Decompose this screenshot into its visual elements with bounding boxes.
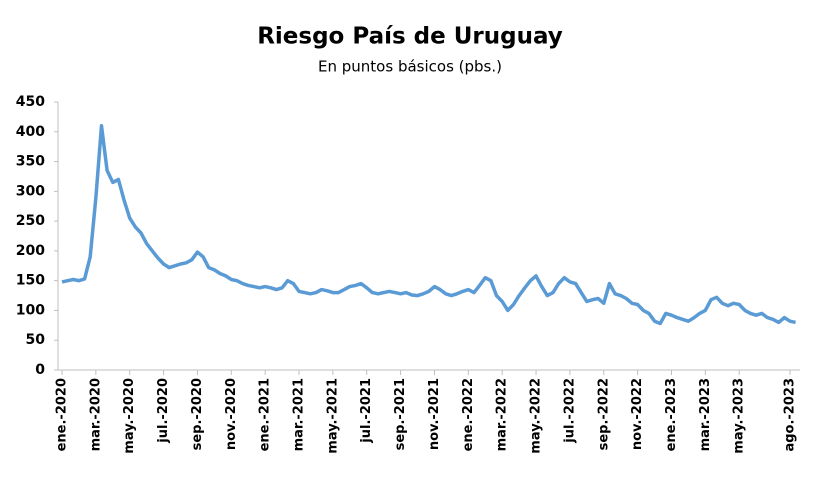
x-tick-label: may.-2023 — [732, 378, 747, 454]
x-tick-label: nov.-2020 — [224, 378, 239, 450]
x-tick-label: nov.-2022 — [630, 378, 645, 450]
y-tick-label: 250 — [16, 213, 45, 229]
x-tick-label: ene.-2022 — [461, 378, 476, 451]
x-tick-label: may.-2021 — [325, 378, 340, 454]
x-tick-label: jul.-2021 — [359, 378, 374, 444]
y-tick-label: 200 — [16, 243, 45, 259]
y-tick-label: 100 — [16, 302, 45, 318]
x-tick-label: ene.-2021 — [258, 378, 273, 451]
x-tick-label: jul.-2022 — [562, 378, 577, 444]
x-tick-label: mar.-2022 — [495, 378, 510, 451]
x-tick-label: may.-2022 — [529, 378, 544, 454]
x-tick-label: jul.-2020 — [156, 378, 171, 444]
x-tick-label: sep.-2022 — [596, 378, 611, 450]
x-tick-label: may.-2020 — [122, 378, 137, 454]
y-tick-label: 400 — [16, 124, 45, 140]
x-tick-label: mar.-2023 — [698, 378, 713, 451]
x-tick-label: ago.-2023 — [783, 378, 798, 452]
x-tick-label: sep.-2021 — [393, 378, 408, 450]
data-line — [61, 124, 796, 326]
y-tick-label: 50 — [26, 332, 46, 348]
y-tick-label: 0 — [35, 362, 45, 378]
x-tick-label: nov.-2021 — [427, 378, 442, 450]
x-tick-label: mar.-2021 — [292, 378, 307, 451]
x-tick-label: ene.-2023 — [664, 378, 679, 451]
x-tick-label: ene.-2020 — [55, 378, 70, 451]
x-tick-label: mar.-2020 — [88, 378, 103, 451]
y-tick-label: 350 — [16, 154, 45, 170]
x-tick-label: sep.-2020 — [190, 378, 205, 450]
y-tick-label: 300 — [16, 183, 45, 199]
y-tick-label: 150 — [16, 273, 45, 289]
chart-title: Riesgo País de Uruguay — [257, 24, 563, 50]
chart-subtitle: En puntos básicos (pbs.) — [318, 58, 502, 76]
y-tick-label: 450 — [16, 94, 45, 110]
